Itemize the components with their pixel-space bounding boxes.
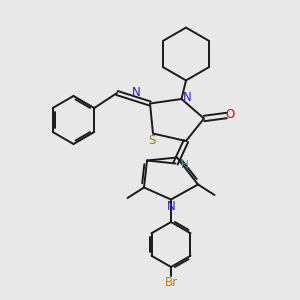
Text: N: N (167, 200, 176, 213)
Text: S: S (148, 134, 155, 147)
Text: N: N (182, 91, 191, 104)
Text: N: N (132, 86, 141, 99)
Text: H: H (181, 160, 189, 170)
Text: Br: Br (164, 276, 178, 289)
Text: O: O (226, 107, 235, 121)
